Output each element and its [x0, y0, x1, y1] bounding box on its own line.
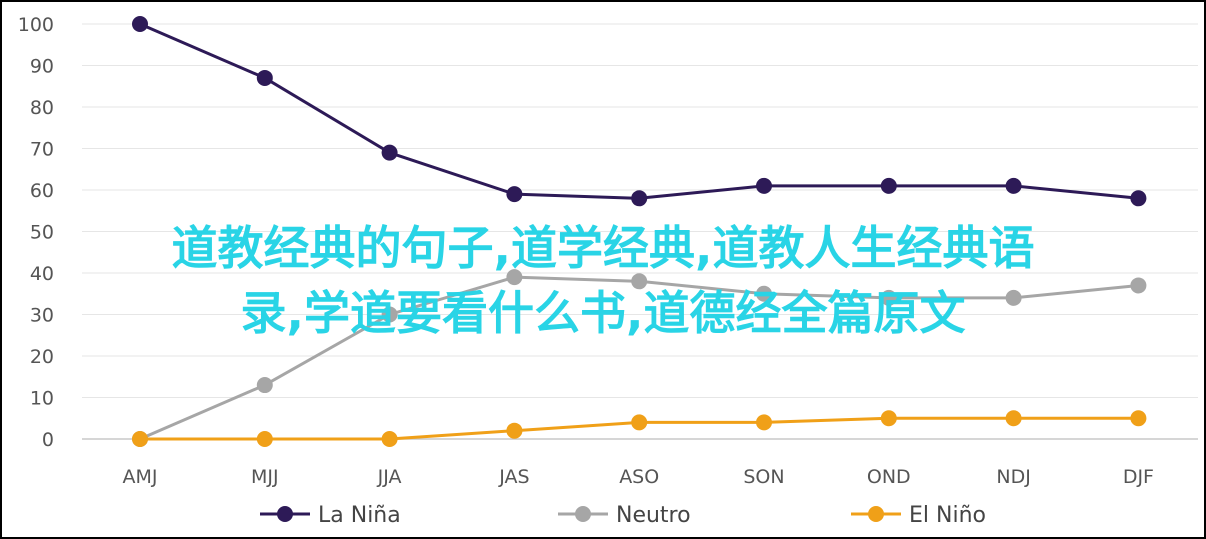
data-point [1130, 190, 1147, 207]
x-tick-label: DJF [1123, 466, 1154, 488]
data-point [381, 431, 398, 447]
data-point [1005, 177, 1022, 194]
x-tick-label: SON [743, 466, 784, 488]
series-2 [132, 410, 1147, 447]
watermark-title-line-1: 道教经典的句子,道学经典,道教人生经典语 [171, 221, 1035, 275]
data-point [880, 410, 897, 427]
y-tick-label: 90 [30, 56, 54, 78]
data-point [506, 422, 523, 439]
data-point [631, 414, 648, 431]
data-point [381, 306, 398, 323]
x-tick-label: NDJ [996, 466, 1030, 488]
legend: La Niña Neutro El Niño [260, 503, 986, 528]
x-tick-label: AMJ [123, 466, 158, 488]
y-tick-label: 10 [30, 388, 54, 410]
series-line [139, 22, 1139, 200]
y-tick-label: 60 [30, 180, 54, 202]
data-point [756, 414, 772, 431]
x-tick-label: JAS [498, 466, 529, 488]
y-tick-label: 20 [30, 346, 54, 368]
legend-label: La Niña [318, 503, 401, 528]
data-point [756, 177, 772, 194]
y-tick-label: 40 [30, 263, 54, 285]
data-point [132, 431, 148, 447]
x-tick-label: MJJ [251, 466, 279, 488]
y-axis-ticks: 0 10 20 30 40 50 60 70 80 90 100 [18, 14, 54, 451]
data-point [256, 377, 273, 394]
data-point [132, 16, 148, 32]
y-tick-label: 70 [30, 139, 54, 161]
legend-label: Neutro [616, 503, 691, 528]
data-point [756, 285, 772, 302]
legend-marker [277, 506, 293, 522]
data-point [381, 144, 398, 161]
y-tick-label: 0 [42, 429, 54, 451]
data-point [880, 177, 897, 194]
y-tick-label: 50 [30, 222, 54, 244]
series-group [132, 16, 1147, 447]
y-tick-label: 100 [18, 14, 54, 36]
series-0 [132, 16, 1147, 207]
data-point [880, 289, 897, 306]
y-tick-label: 30 [30, 305, 54, 327]
data-point [1130, 277, 1147, 294]
y-tick-label: 80 [30, 97, 54, 119]
legend-item: Neutro [558, 503, 691, 528]
legend-marker [575, 506, 591, 522]
data-point [1005, 289, 1022, 306]
data-point [631, 273, 648, 290]
data-point [631, 190, 648, 207]
legend-label: El Niño [909, 503, 986, 528]
data-point [1130, 410, 1147, 427]
data-point [1005, 410, 1022, 427]
x-tick-label: ASO [619, 466, 659, 488]
data-point [256, 69, 273, 86]
data-point [256, 431, 273, 447]
data-point [506, 186, 523, 203]
legend-marker [868, 506, 884, 522]
x-tick-label: JJA [377, 466, 402, 488]
watermark-title-line-2: 录,学道要看什么书,道德经全篇原文 [240, 286, 966, 340]
legend-item: El Niño [851, 503, 986, 528]
x-tick-label: OND [867, 466, 911, 488]
data-point [506, 269, 523, 286]
x-axis-ticks: AMJ MJJ JJA JAS ASO SON OND NDJ DJF [123, 466, 1154, 488]
legend-item: La Niña [260, 503, 401, 528]
